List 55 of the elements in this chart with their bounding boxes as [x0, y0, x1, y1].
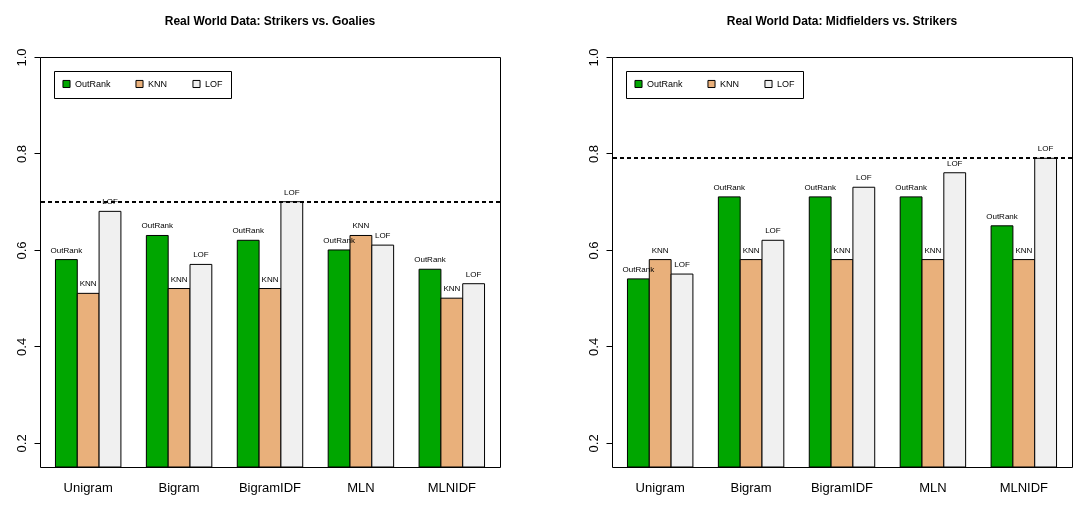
y-tick-label: 0.4: [13, 337, 29, 356]
data-label: KNN: [79, 279, 97, 289]
data-label: OutRank: [50, 245, 84, 255]
x-tick-label: BigramIDF: [810, 479, 874, 495]
data-label: OutRank: [804, 182, 837, 192]
data-label: LOF: [765, 226, 781, 236]
chart-title: Real World Data: Strikers vs. Goalies: [164, 13, 376, 28]
y-tick-label: 0.6: [585, 241, 601, 260]
x-tick-label: Unigram: [635, 479, 685, 495]
y-tick-label: 0.2: [13, 434, 29, 453]
data-label: KNN: [833, 245, 851, 255]
y-tick-label: 0.6: [13, 241, 29, 260]
data-label: OutRank: [141, 221, 175, 231]
data-label: OutRank: [414, 255, 447, 265]
x-tick-label: Unigram: [63, 479, 113, 495]
data-label: LOF: [193, 250, 209, 260]
x-tick-label: BigramIDF: [238, 479, 302, 495]
y-tick-label: 1.0: [585, 48, 601, 67]
data-label: KNN: [443, 284, 461, 294]
data-label: KNN: [352, 221, 370, 231]
data-label: LOF: [856, 173, 872, 183]
data-label: LOF: [284, 187, 300, 197]
x-tick-label: MLNIDF: [999, 479, 1049, 495]
y-tick-label: 0.2: [585, 434, 601, 453]
data-label: KNN: [742, 245, 760, 255]
x-tick-label: MLN: [347, 479, 375, 495]
x-tick-label: MLN: [919, 479, 947, 495]
x-tick-label: MLNIDF: [427, 479, 477, 495]
data-label: OutRank: [232, 226, 265, 236]
y-tick-label: 0.4: [585, 337, 601, 356]
data-label: LOF: [946, 158, 963, 168]
data-label: LOF: [1037, 144, 1054, 154]
data-label: LOF: [674, 260, 690, 270]
y-tick-label: 0.8: [585, 144, 601, 164]
legend-label: LOF: [205, 78, 224, 89]
y-tick-label: 0.8: [13, 144, 29, 164]
legend-label: KNN: [148, 78, 168, 89]
data-label: LOF: [465, 269, 482, 279]
x-tick-label: Bigram: [730, 479, 772, 495]
x-tick-label: Bigram: [158, 479, 200, 495]
legend-label: OutRank: [75, 78, 112, 89]
legend-label: LOF: [777, 78, 796, 89]
chart-title: Real World Data: Midfielders vs. Strikers: [726, 13, 958, 28]
y-tick-label: 1.0: [13, 48, 29, 67]
data-label: OutRank: [713, 182, 747, 192]
data-label: KNN: [924, 245, 942, 255]
data-label: LOF: [374, 231, 391, 241]
legend-label: KNN: [720, 78, 740, 89]
data-label: KNN: [1015, 245, 1033, 255]
data-label: OutRank: [895, 182, 928, 192]
data-label: KNN: [170, 274, 188, 284]
data-label: KNN: [651, 245, 669, 255]
legend-label: OutRank: [647, 78, 684, 89]
data-label: OutRank: [986, 211, 1019, 221]
data-label: KNN: [261, 274, 279, 284]
